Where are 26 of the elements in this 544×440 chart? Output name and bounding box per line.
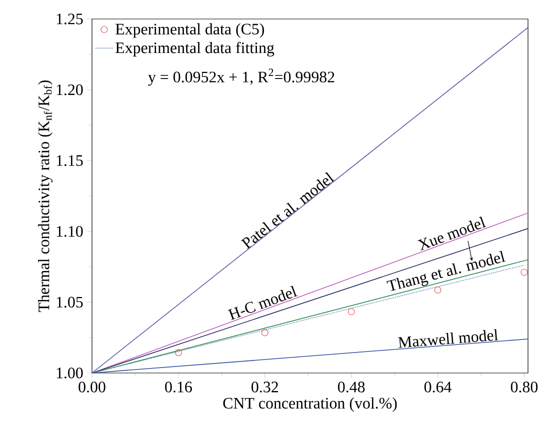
y-tick-label: 1.10 (56, 226, 83, 237)
point (434, 286, 442, 294)
y-axis-title: Thermal conductivity ratio (K$_{nf}$/K$_{bf}$) (38, 80, 53, 312)
point (174, 349, 182, 356)
point (348, 308, 355, 316)
y-tick-label: 1.05 (56, 296, 83, 308)
y-tick-label: 1.20 (56, 84, 83, 96)
annotation: Xue model (418, 216, 486, 251)
x-axis-title: CNT concentration (vol.%) (223, 397, 397, 412)
x-tick-label: 0.64 (424, 382, 452, 392)
x-tick-label: 0.80 (510, 382, 538, 392)
legend-label: Experimental data fitting (116, 42, 274, 56)
annotation: Thang et al. model (386, 250, 506, 291)
y-tick-label: 1.00 (56, 368, 83, 378)
annotation: Maxwell model (398, 329, 498, 348)
point (261, 329, 268, 336)
x-tick-label: 0.32 (252, 382, 278, 392)
x-tick-label: 0.48 (338, 382, 365, 392)
legend-label: Experimental data (C5) (116, 23, 264, 38)
point (520, 268, 528, 276)
x-tick-label: 0.00 (78, 382, 106, 392)
y-tick-label: 1.15 (56, 155, 83, 166)
x-tick-label: 0.16 (165, 382, 192, 392)
annotation: H-C model (228, 286, 298, 320)
annotation: y = 0.0952x + 1, R$^{2}$=0.99982 (148, 68, 334, 86)
y-tick-label: 1.25 (56, 14, 83, 24)
